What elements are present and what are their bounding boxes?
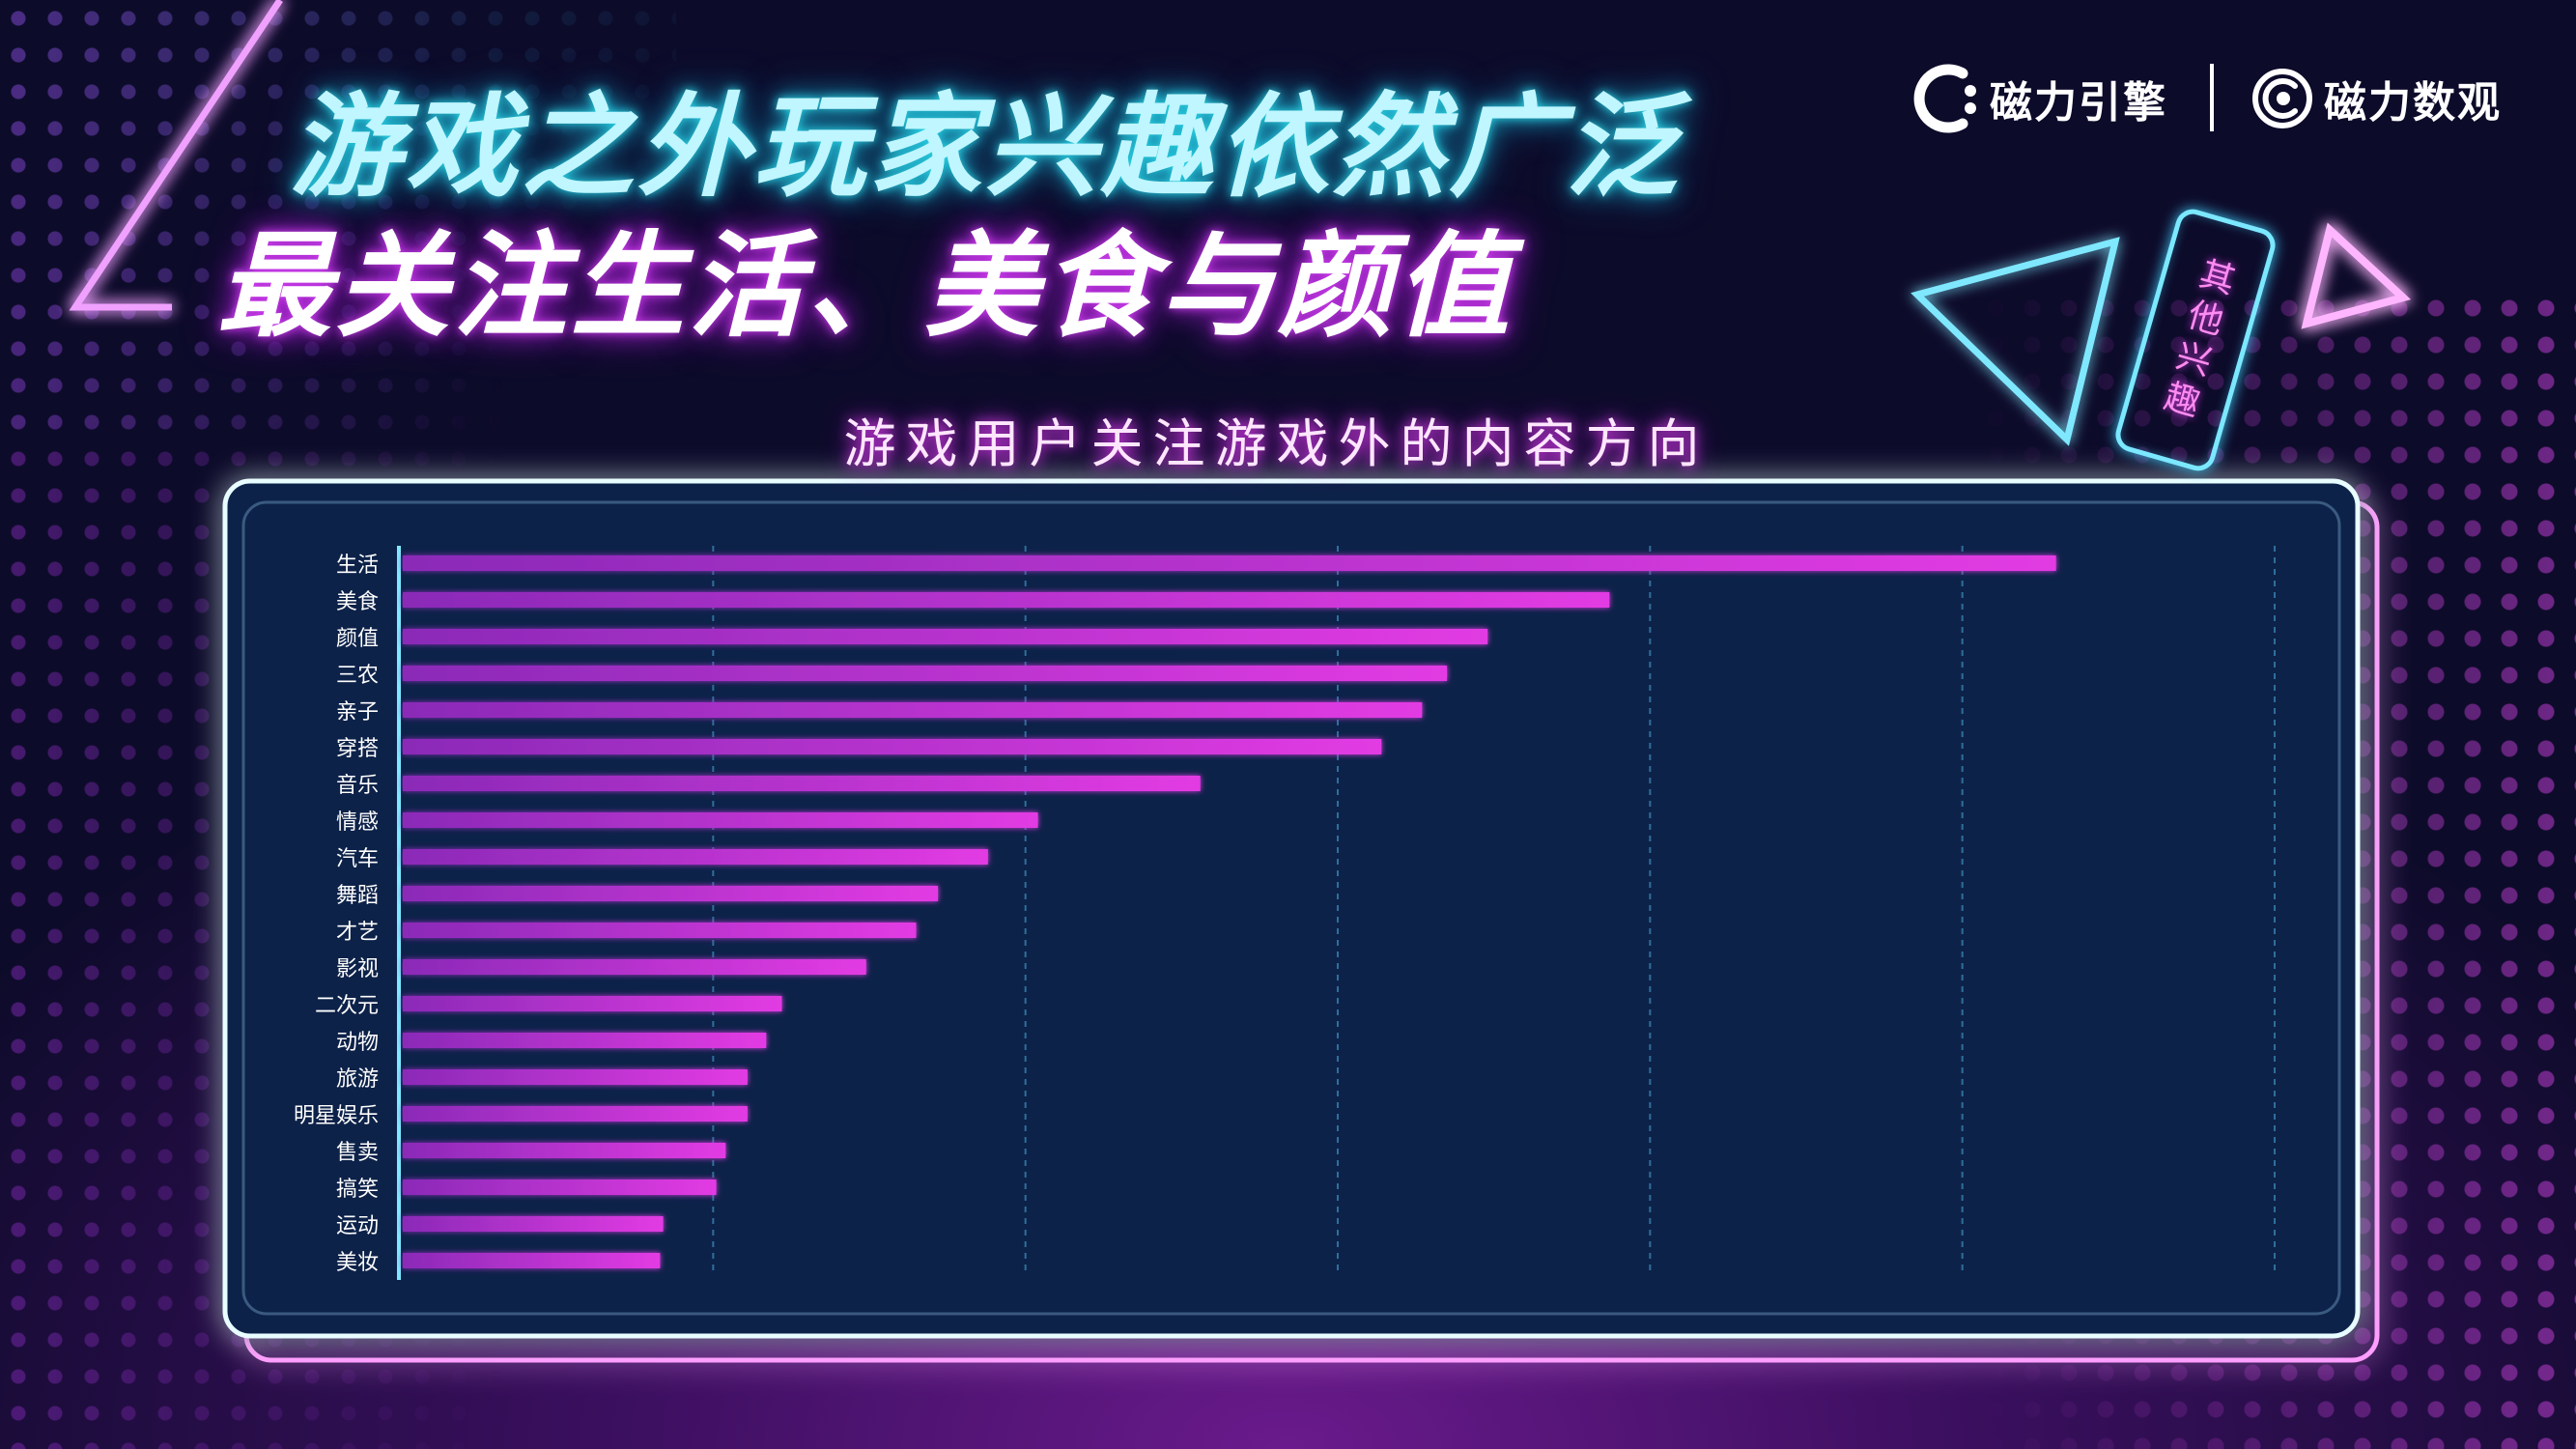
category-label: 舞蹈 [336,884,379,908]
bar [403,886,939,901]
neon-triangle-icon [2301,222,2412,329]
chart-panel-inner [241,500,2341,1316]
category-label: 汽车 [336,847,379,871]
bar [403,996,782,1011]
chart-title: 游戏用户关注游戏外的内容方向 [0,401,2576,477]
brand-insight-name: 磁力数观 [2324,78,2502,128]
category-label: 音乐 [336,774,379,798]
neon-triangle-outline-icon [1911,237,2120,446]
category-label: 二次元 [315,994,379,1018]
category-label: 情感 [336,810,379,835]
magnet-insight-logo-icon [2252,69,2312,128]
bar [403,1069,748,1085]
bar [403,1253,661,1268]
bar [403,666,1448,681]
bar [403,776,1201,791]
neon-corner-line-icon [69,0,283,311]
bar [403,849,988,865]
page-title-line2: 最关注生活、美食与颜值 [217,219,1514,353]
category-label: 美食 [336,590,379,614]
category-label: 搞笑 [336,1178,379,1202]
chart-panel [222,478,2361,1339]
category-label: 穿搭 [336,737,379,761]
bar [403,1033,767,1048]
category-label: 旅游 [336,1067,379,1092]
page-title-line1: 游戏之外玩家兴趣依然广泛 [290,82,1681,213]
bar [403,923,917,938]
category-label: 明星娱乐 [294,1104,379,1128]
brand-separator [2210,64,2214,131]
category-label: 影视 [336,957,379,981]
brand-engine: 磁力引擎 [1912,60,2167,137]
category-label: 生活 [336,554,379,578]
category-label: 售卖 [336,1141,379,1165]
magnet-engine-logo-icon [1913,64,1976,133]
category-label: 美妆 [336,1251,379,1275]
bar [403,1179,717,1195]
category-label: 亲子 [336,700,379,724]
category-label: 运动 [336,1214,379,1238]
brand-insight: 磁力数观 [2249,60,2502,137]
bar [403,1143,726,1158]
category-label: 三农 [336,664,379,688]
bar [403,1216,664,1232]
bar [403,812,1038,828]
bar [403,592,1610,608]
bar [403,739,1382,754]
bar [403,555,2056,571]
category-label: 颜值 [336,627,379,651]
bar [403,629,1488,644]
chart-title-text: 游戏用户关注游戏外的内容方向 [843,413,1710,474]
bar [403,702,1423,718]
brand-engine-name: 磁力引擎 [1990,78,2167,128]
bar [403,959,866,975]
bar [403,1106,748,1122]
category-label: 动物 [336,1031,379,1055]
category-label: 才艺 [336,921,379,945]
